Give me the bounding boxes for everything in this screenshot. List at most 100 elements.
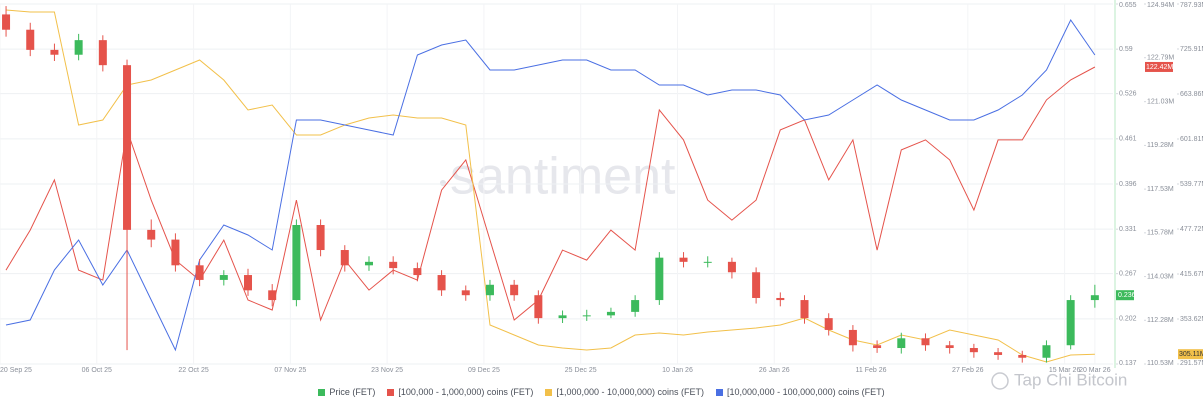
candle — [655, 252, 664, 305]
legend-label: Price (FET) — [329, 387, 376, 397]
legend-swatch — [716, 388, 724, 396]
legend: Price (FET) [100,000 - 1,000,000) coins (… — [0, 387, 1203, 397]
candle-body — [631, 300, 640, 312]
y-tick-label: 115.78M — [1147, 230, 1174, 237]
candle — [558, 310, 567, 323]
candle-body — [292, 225, 301, 301]
candle — [340, 245, 349, 272]
candle — [1042, 340, 1051, 363]
candle-body — [727, 261, 736, 273]
value-tag: 122.42M — [1146, 64, 1173, 71]
candle — [413, 262, 422, 282]
y-tick-label: 0.331 — [1119, 226, 1137, 233]
candle-body — [606, 311, 615, 316]
y-tick-label: 415.67M — [1180, 271, 1203, 278]
legend-label: [100,000 - 1,000,000) coins (FET) — [398, 387, 534, 397]
legend-item[interactable]: [1,000,000 - 10,000,000) coins (FET) — [545, 387, 704, 397]
legend-swatch — [318, 388, 326, 396]
candle-body — [50, 49, 59, 55]
plot — [2, 6, 1099, 363]
candle — [534, 290, 543, 324]
candle — [994, 348, 1003, 360]
x-tick-label: 22 Oct 25 — [178, 367, 208, 374]
candle-body — [582, 315, 591, 317]
candle — [50, 43, 59, 61]
candle — [292, 219, 301, 307]
x-tick-label: 09 Dec 25 — [468, 367, 500, 374]
candle — [171, 233, 180, 272]
candle-body — [485, 284, 494, 296]
grid — [0, 3, 1113, 365]
candle-body — [703, 261, 712, 263]
candle-body — [655, 257, 664, 301]
candle-body — [752, 272, 761, 298]
y-tick-label: 0.59 — [1119, 46, 1133, 53]
candle-body — [1090, 295, 1099, 301]
y-tick-label: 0.267 — [1119, 270, 1137, 277]
legend-item[interactable]: Price (FET) — [318, 387, 375, 397]
x-tick-label: 23 Nov 25 — [371, 367, 403, 374]
legend-swatch — [387, 388, 395, 396]
x-tick-label: 15 Mar 26 — [1049, 367, 1081, 374]
y-tick-label: 119.28M — [1147, 142, 1174, 149]
x-tick-label: 25 Dec 25 — [565, 367, 597, 374]
candle — [897, 332, 906, 354]
candle-body — [219, 275, 228, 280]
x-tick-label: 10 Jan 26 — [662, 367, 693, 374]
candle — [752, 267, 761, 304]
legend-label: [10,000,000 - 100,000,000) coins (FET) — [727, 387, 885, 397]
candle-body — [316, 225, 325, 251]
legend-item[interactable]: [10,000,000 - 100,000,000) coins (FET) — [716, 387, 885, 397]
candle-body — [364, 261, 373, 266]
y-tick-label: 114.03M — [1147, 273, 1174, 280]
candle — [776, 292, 785, 307]
y-tick-label: 787.93M — [1180, 2, 1203, 9]
price-tag: 0.236 — [1118, 292, 1136, 299]
candle — [2, 6, 11, 37]
candle-body — [147, 229, 156, 240]
candle — [582, 309, 591, 321]
candle — [945, 341, 954, 354]
candle — [1090, 284, 1099, 308]
candle — [364, 256, 373, 271]
y-tick-label: 0.396 — [1119, 181, 1137, 188]
y-tick-label: 117.53M — [1147, 186, 1174, 193]
candle — [510, 279, 519, 301]
candle-body — [945, 345, 954, 349]
candle — [703, 256, 712, 268]
legend-swatch — [545, 388, 553, 396]
candle-body — [74, 40, 83, 55]
candle — [461, 285, 470, 301]
candle — [98, 35, 107, 72]
x-tick-label: 07 Nov 25 — [274, 367, 306, 374]
y-tick-label: 0.461 — [1119, 136, 1137, 143]
candle — [244, 268, 253, 296]
candle — [1066, 295, 1075, 350]
y-tick-label: 0.137 — [1119, 360, 1137, 367]
legend-label: [1,000,000 - 10,000,000) coins (FET) — [556, 387, 705, 397]
candle-body — [389, 261, 398, 269]
candle — [1018, 350, 1027, 363]
value-tag-bg — [1178, 349, 1203, 360]
candle — [195, 259, 204, 287]
x-tick-label: 20 Mar 26 — [1079, 367, 1111, 374]
candle — [389, 256, 398, 275]
y-tick-label: 663.86M — [1180, 91, 1203, 98]
watermark: santiment — [450, 148, 676, 206]
y-tick-label: 353.62M — [1180, 316, 1203, 323]
y-tick-label: 539.77M — [1180, 181, 1203, 188]
y-tick-label: 291.57M — [1180, 360, 1203, 367]
y-tick-label: 110.53M — [1147, 360, 1174, 367]
candle-body — [824, 318, 833, 330]
candle — [74, 33, 83, 61]
candle — [824, 313, 833, 336]
candle-body — [558, 315, 567, 319]
candle-body — [2, 14, 11, 30]
credit-group: Tap Chi Bitcoin — [991, 370, 1127, 390]
legend-item[interactable]: [100,000 - 1,000,000) coins (FET) — [387, 387, 533, 397]
x-tick-label: 06 Oct 25 — [82, 367, 112, 374]
candle — [606, 307, 615, 319]
candle-body — [1018, 354, 1027, 358]
candle-body — [195, 265, 204, 280]
